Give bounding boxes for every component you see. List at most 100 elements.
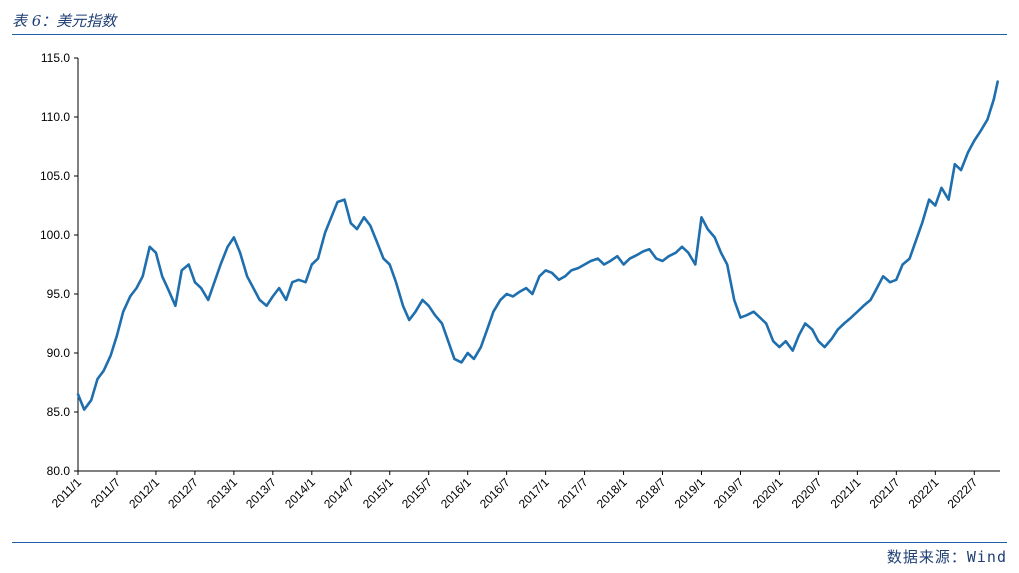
data-point [843,322,845,325]
data-point [258,299,261,301]
data-point [427,305,430,307]
data-point [375,240,378,242]
data-point [486,328,489,331]
data-point [434,314,436,317]
data-point [252,287,255,289]
data-point [174,305,177,307]
y-tick-label: 100.0 [40,228,70,242]
x-tick-label: 2015/1 [360,475,396,511]
x-tick-label: 2018/7 [633,475,669,511]
data-point [830,338,833,340]
data-point [382,257,385,260]
x-tick-label: 2019/1 [672,475,708,511]
source-note: 数据来源：Wind [886,548,1007,566]
data-point [473,358,475,360]
data-point [823,346,826,348]
data-point [239,251,241,254]
data-point [102,369,105,372]
data-point [447,340,450,343]
data-point [681,246,683,248]
x-tick-label: 2018/1 [594,475,630,511]
data-point [168,290,170,293]
data-point [161,275,163,278]
data-point [96,378,99,380]
bottom-rule [12,542,1007,543]
data-point [77,393,79,396]
x-tick-label: 2016/7 [477,475,513,511]
data-point [804,322,806,325]
x-tick-label: 2017/7 [555,475,591,511]
data-point [726,263,728,266]
data-point [616,255,619,257]
data-point [155,251,157,254]
data-point [558,279,560,281]
x-tick-label: 2016/1 [438,475,474,511]
data-point [122,310,124,313]
data-point [642,250,644,253]
data-point [505,293,508,295]
data-point [882,275,884,278]
data-point [791,349,794,352]
data-point [466,352,469,354]
data-point [694,263,697,266]
data-point [369,224,372,227]
data-point [304,281,307,284]
data-point [226,246,229,248]
data-point [609,260,612,262]
y-tick-label: 90.0 [47,346,71,360]
data-point [745,314,748,317]
data-point [109,354,112,357]
data-point [713,236,716,239]
x-tick-label: 2014/1 [282,475,318,511]
data-point [869,299,872,301]
data-point [265,305,268,307]
x-tick-label: 2011/7 [88,475,123,510]
x-tick-label: 2021/7 [867,475,903,511]
data-point [531,293,534,295]
data-point [921,222,923,224]
data-point [739,316,742,319]
data-point [135,287,138,289]
data-point [525,287,527,289]
data-point [350,222,352,224]
data-point [876,287,878,289]
data-point [460,361,463,364]
data-point [116,334,118,337]
data-point [752,310,755,313]
x-tick-label: 2020/1 [750,475,786,511]
data-point [706,228,709,230]
data-point [733,299,735,301]
data-point [336,201,339,203]
y-tick-label: 85.0 [47,405,71,419]
data-point [798,334,800,337]
data-point [856,310,859,313]
data-point [934,204,937,207]
data-point [889,281,891,284]
data-point [551,272,553,274]
data-point [492,310,495,313]
data-point [772,340,774,343]
data-point [453,358,456,360]
data-point [213,281,216,284]
data-point [330,216,333,219]
data-point [564,275,566,278]
x-tick-label: 2019/7 [711,475,747,511]
data-point [603,263,605,266]
data-point [765,322,767,325]
data-point [402,305,404,307]
data-point [947,198,950,201]
series-group [76,80,999,411]
x-tick-label: 2020/7 [789,475,825,511]
data-point [996,80,999,83]
x-tick-label: 2021/1 [828,475,864,511]
data-point [850,316,852,319]
data-point [148,246,151,248]
x-tick-label: 2013/1 [204,475,240,511]
series-line [76,80,999,411]
data-point [908,257,911,260]
data-point [83,408,85,411]
x-tick-label: 2022/1 [906,475,942,511]
data-point [759,316,761,319]
data-point [837,328,839,331]
data-point [388,263,391,266]
